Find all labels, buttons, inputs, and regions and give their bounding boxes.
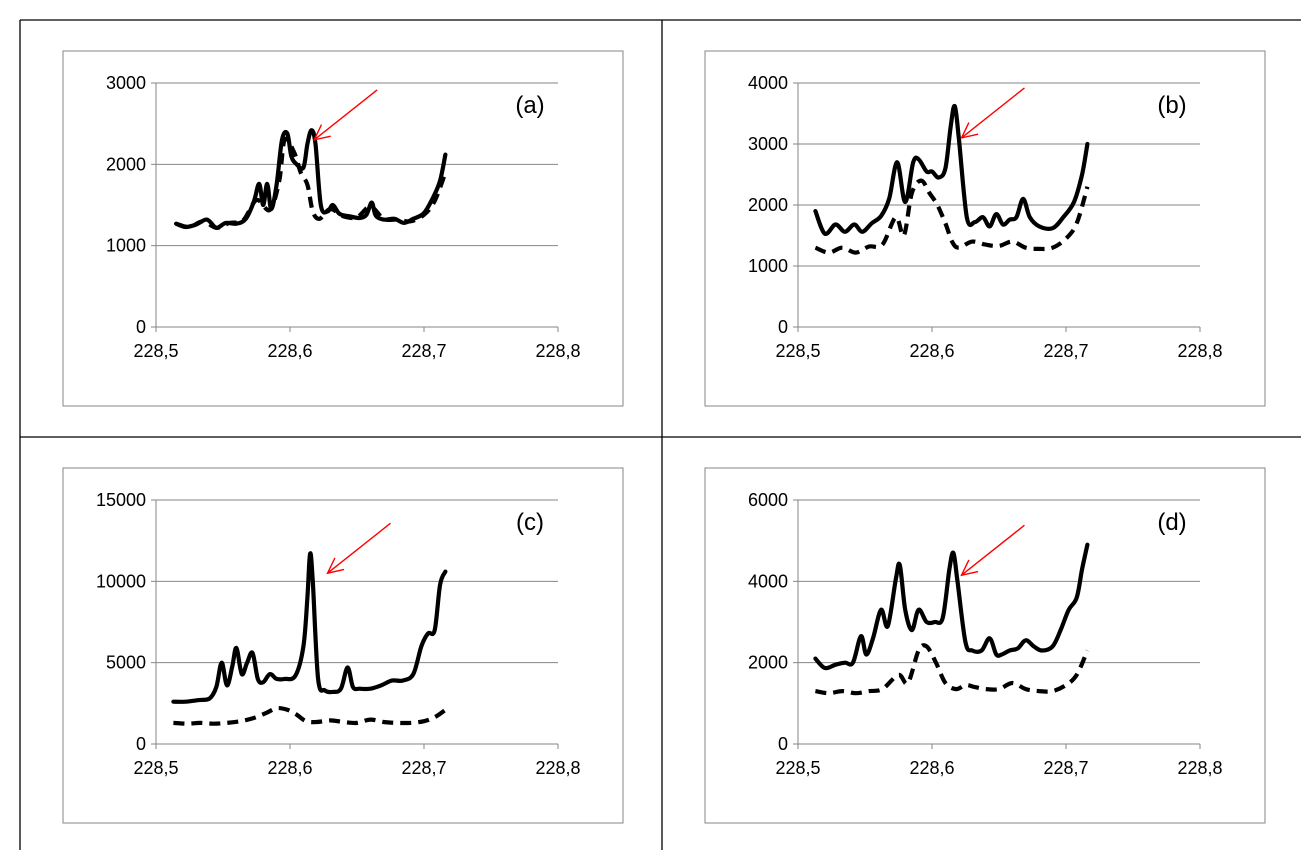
arrow-shaft <box>961 524 1025 576</box>
y-tick-label: 3000 <box>106 73 146 93</box>
x-tick-label: 228,8 <box>1177 758 1222 778</box>
panel-a: 0 1000 2000 3000 228,5 228,6 228,7 228,8 (a) <box>21 21 661 436</box>
series-line-solid <box>813 542 1090 671</box>
x-tick-label: 228,6 <box>267 758 312 778</box>
x-tick-label: 228,5 <box>775 341 820 361</box>
y-tick-label: 0 <box>136 317 146 337</box>
panel-d: 0 2000 4000 6000 228,5 228,6 228,7 228,8 (d) <box>663 438 1301 850</box>
series-line-solid <box>171 551 448 704</box>
series-line-dashed <box>814 178 1090 255</box>
y-tick-label: 10000 <box>96 571 146 591</box>
x-tick-label: 228,5 <box>133 758 178 778</box>
chart-0: 0 1000 2000 3000 228,5 228,6 228,7 228,8 (a) <box>62 50 624 407</box>
x-tick-label: 228,5 <box>775 758 820 778</box>
y-tick-label: 6000 <box>748 490 788 510</box>
panel-b: 0 1000 2000 3000 4000 228,5 228,6 228,7 228,8 (b) <box>663 21 1301 436</box>
x-tick-label: 228,5 <box>133 341 178 361</box>
series-line-solid <box>813 103 1090 237</box>
x-tick-label: 228,7 <box>1043 758 1088 778</box>
y-tick-label: 0 <box>778 317 788 337</box>
arrow-shaft <box>961 87 1025 139</box>
y-tick-label: 5000 <box>106 653 146 673</box>
y-tick-label: 0 <box>778 734 788 754</box>
series-line-solid <box>174 128 448 230</box>
y-tick-label: 0 <box>136 734 146 754</box>
y-tick-label: 1000 <box>106 236 146 256</box>
arrow-head <box>326 557 345 575</box>
y-tick-label: 2000 <box>748 195 788 215</box>
y-tick-label: 15000 <box>96 490 146 510</box>
panel-c: 0 5000 10000 15000 228,5 228,6 228,7 228,8 (c) <box>21 438 661 850</box>
x-tick-label: 228,6 <box>267 341 312 361</box>
series-line-dashed <box>815 643 1090 696</box>
arrow-shaft <box>313 89 378 141</box>
x-tick-label: 228,6 <box>909 341 954 361</box>
arrow-head <box>960 122 979 139</box>
panel-label: (c) <box>516 509 544 536</box>
y-tick-label: 2000 <box>748 653 788 673</box>
panel-label: (a) <box>515 92 544 119</box>
x-tick-label: 228,8 <box>535 758 580 778</box>
chart-2: 0 5000 10000 15000 228,5 228,6 228,7 228,8 (c) <box>62 467 624 824</box>
chart-1: 0 1000 2000 3000 4000 228,5 228,6 228,7 228,8 (b) <box>704 50 1266 407</box>
x-tick-label: 228,6 <box>909 758 954 778</box>
y-tick-label: 2000 <box>106 154 146 174</box>
x-tick-label: 228,8 <box>535 341 580 361</box>
y-tick-label: 4000 <box>748 571 788 591</box>
x-tick-label: 228,7 <box>401 758 446 778</box>
y-tick-label: 4000 <box>748 73 788 93</box>
arrow-head <box>960 559 979 577</box>
y-tick-label: 1000 <box>748 256 788 276</box>
x-tick-label: 228,8 <box>1177 341 1222 361</box>
series-line-dashed <box>173 705 447 726</box>
panel-label: (d) <box>1157 509 1186 536</box>
arrow-head <box>312 124 331 141</box>
x-tick-label: 228,7 <box>1043 341 1088 361</box>
x-tick-label: 228,7 <box>401 341 446 361</box>
panel-label: (b) <box>1157 92 1186 119</box>
chart-3: 0 2000 4000 6000 228,5 228,6 228,7 228,8 (d) <box>704 467 1266 824</box>
y-tick-label: 3000 <box>748 134 788 154</box>
arrow-shaft <box>327 522 391 574</box>
